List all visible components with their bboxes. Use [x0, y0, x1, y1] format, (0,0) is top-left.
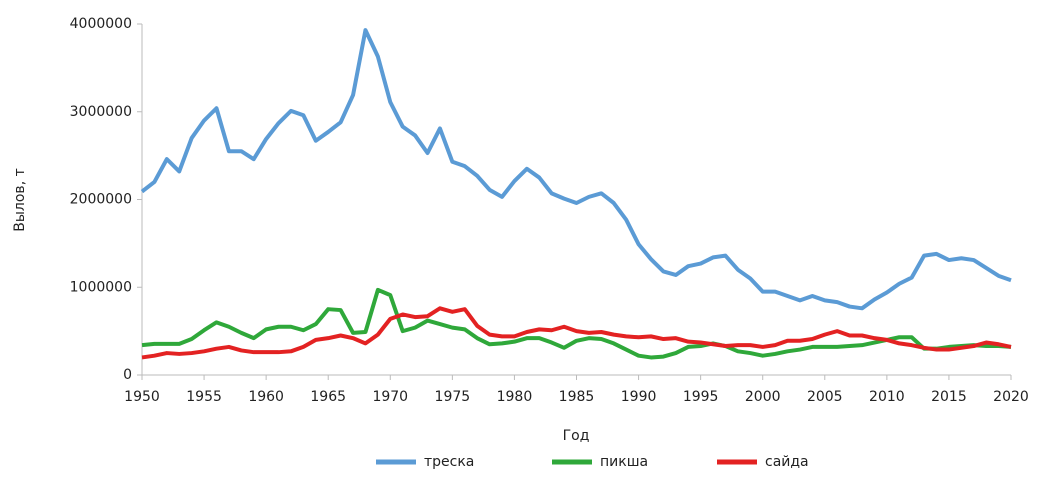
series-line	[140, 28, 1012, 311]
legend-label: сайда	[765, 454, 809, 470]
x-tick-label: 1995	[683, 389, 719, 405]
y-tick-label: 2000000	[70, 192, 132, 208]
x-tick-label: 1980	[497, 389, 533, 405]
y-tick-label: 1000000	[70, 279, 132, 295]
x-tick-label: 1950	[124, 389, 160, 405]
y-tick-label: 0	[123, 367, 132, 383]
x-axis-label: Год	[563, 428, 590, 444]
x-tick-label: 2005	[807, 389, 843, 405]
y-tick-label: 4000000	[70, 16, 132, 32]
series-line	[141, 287, 1012, 360]
y-axis-label: Вылов, т	[12, 168, 28, 231]
x-tick-label: 1990	[621, 389, 657, 405]
series-line	[141, 306, 1012, 360]
x-tick-label: 1955	[186, 389, 222, 405]
x-tick-label: 1975	[435, 389, 471, 405]
y-tick-label: 3000000	[70, 104, 132, 120]
x-tick-label: 1965	[310, 389, 346, 405]
x-tick-label: 1960	[248, 389, 284, 405]
legend-label: пикша	[600, 454, 648, 470]
x-tick-label: 1985	[559, 389, 595, 405]
x-tick-label: 1970	[372, 389, 408, 405]
x-tick-label: 2015	[931, 389, 967, 405]
x-tick-label: 2020	[993, 389, 1029, 405]
x-tick-label: 2010	[869, 389, 905, 405]
x-tick-label: 2000	[745, 389, 781, 405]
legend-label: треска	[424, 454, 474, 470]
